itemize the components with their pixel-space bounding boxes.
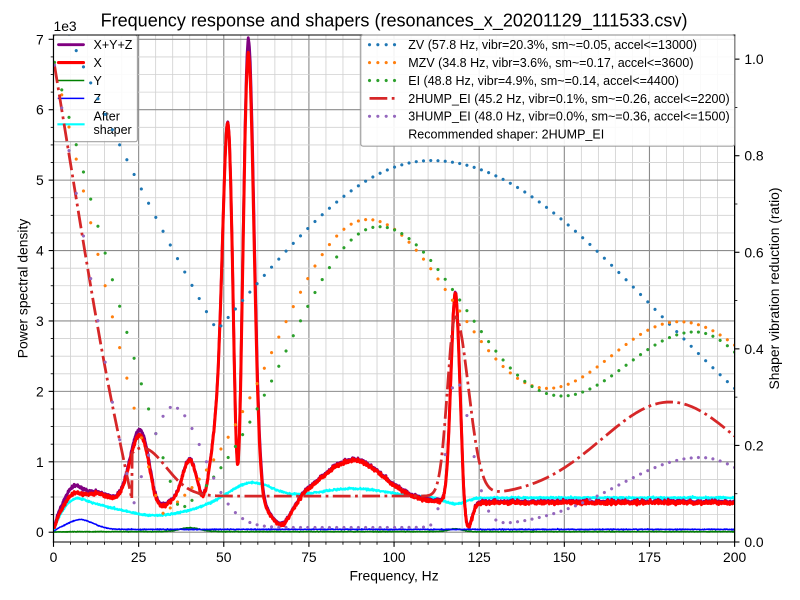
svg-text:1e3: 1e3 — [54, 18, 77, 34]
svg-text:4: 4 — [36, 243, 44, 259]
svg-text:0: 0 — [50, 549, 58, 565]
svg-text:3HUMP_EI (48.0 Hz, vibr=0.0%,: 3HUMP_EI (48.0 Hz, vibr=0.0%, sm~=0.36, … — [408, 110, 729, 124]
svg-text:2: 2 — [36, 383, 44, 399]
svg-text:Shaper vibration reduction (ra: Shaper vibration reduction (ratio) — [766, 187, 782, 389]
svg-text:0.4: 0.4 — [744, 341, 764, 357]
svg-text:1: 1 — [36, 454, 44, 470]
svg-text:Y: Y — [94, 74, 103, 88]
svg-text:Recommended shaper: 2HUMP_EI: Recommended shaper: 2HUMP_EI — [408, 128, 604, 142]
svg-text:75: 75 — [301, 549, 317, 565]
svg-text:125: 125 — [468, 549, 491, 565]
svg-text:Power spectral density: Power spectral density — [15, 219, 31, 359]
svg-text:0.8: 0.8 — [744, 148, 764, 164]
svg-text:After: After — [94, 110, 120, 124]
svg-text:6: 6 — [36, 102, 44, 118]
svg-text:0: 0 — [36, 524, 44, 540]
svg-text:100: 100 — [382, 549, 405, 565]
svg-text:7: 7 — [36, 31, 44, 47]
svg-text:5: 5 — [36, 172, 44, 188]
svg-text:0.2: 0.2 — [744, 437, 764, 453]
svg-text:2HUMP_EI (45.2 Hz, vibr=0.1%,: 2HUMP_EI (45.2 Hz, vibr=0.1%, sm~=0.26, … — [408, 92, 729, 106]
svg-text:X+Y+Z: X+Y+Z — [94, 38, 133, 52]
svg-text:3: 3 — [36, 313, 44, 329]
svg-text:X: X — [94, 56, 103, 70]
svg-text:ZV (57.8 Hz, vibr=20.3%, sm~=0: ZV (57.8 Hz, vibr=20.3%, sm~=0.05, accel… — [408, 38, 697, 52]
svg-text:25: 25 — [131, 549, 147, 565]
svg-text:50: 50 — [216, 549, 232, 565]
svg-text:0.0: 0.0 — [744, 534, 764, 550]
svg-text:Frequency, Hz: Frequency, Hz — [349, 567, 438, 583]
svg-text:1.0: 1.0 — [744, 51, 764, 67]
svg-text:0.6: 0.6 — [744, 244, 764, 260]
svg-text:EI (48.8 Hz, vibr=4.9%, sm~=0.: EI (48.8 Hz, vibr=4.9%, sm~=0.14, accel<… — [408, 74, 679, 88]
svg-text:150: 150 — [553, 549, 576, 565]
svg-text:200: 200 — [723, 549, 746, 565]
svg-text:175: 175 — [638, 549, 661, 565]
svg-text:Frequency response and shapers: Frequency response and shapers (resonanc… — [101, 11, 688, 32]
svg-text:MZV (34.8 Hz, vibr=3.6%, sm~=0: MZV (34.8 Hz, vibr=3.6%, sm~=0.17, accel… — [408, 56, 693, 70]
